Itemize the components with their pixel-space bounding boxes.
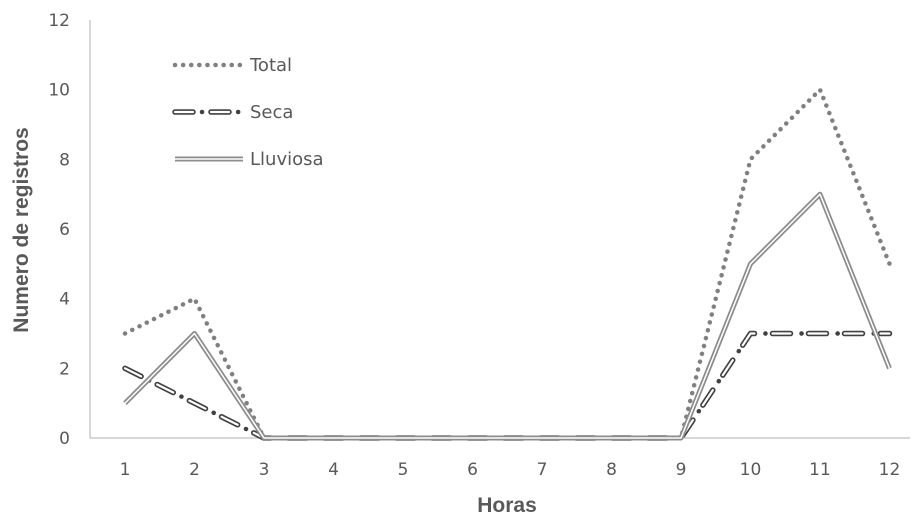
series-seca-line-dash-inner [123,332,891,440]
y-tick-label: 0 [59,429,70,449]
y-tick-label: 10 [48,81,70,101]
y-tick-label: 12 [48,11,70,31]
y-tick-label: 2 [59,359,70,379]
x-tick-labels: 1 2 3 4 5 6 7 8 9 10 11 12 [120,460,901,480]
x-tick-label: 1 [120,460,131,480]
legend-item-seca: Seca [172,102,293,123]
x-tick-label: 12 [879,460,901,480]
x-tick-label: 11 [809,460,831,480]
x-tick-label: 7 [537,460,548,480]
legend-label-lluviosa: Lluviosa [250,149,324,170]
x-tick-label: 8 [606,460,617,480]
y-tick-label: 8 [59,150,70,170]
series-lluviosa [123,191,892,441]
x-tick-label: 4 [328,460,339,480]
legend-item-lluviosa: Lluviosa [175,149,324,170]
legend-label-total: Total [249,55,292,76]
legend-item-total: Total [172,55,292,76]
x-tick-label: 2 [189,460,200,480]
x-axis-label: Horas [477,494,537,517]
y-axis-label: Numero de registros [10,127,33,332]
x-tick-label: 6 [467,460,478,480]
series-lines [122,87,893,441]
series-total-line [122,87,892,441]
series-seca [122,330,893,441]
x-tick-label: 5 [398,460,409,480]
series-seca-line-dash-outline [122,330,893,441]
y-tick-label: 6 [59,220,70,240]
series-lluviosa-line-inner [124,193,891,439]
x-tick-label: 9 [676,460,687,480]
legend: Total Seca Lluviosa [172,55,324,170]
x-tick-label: 10 [740,460,762,480]
y-tick-labels: 0 2 4 6 8 10 12 [48,11,70,449]
y-tick-label: 4 [59,290,70,310]
series-total [122,87,892,441]
legend-label-seca: Seca [250,102,293,123]
x-tick-label: 3 [259,460,270,480]
series-seca-line-dots [122,331,892,441]
